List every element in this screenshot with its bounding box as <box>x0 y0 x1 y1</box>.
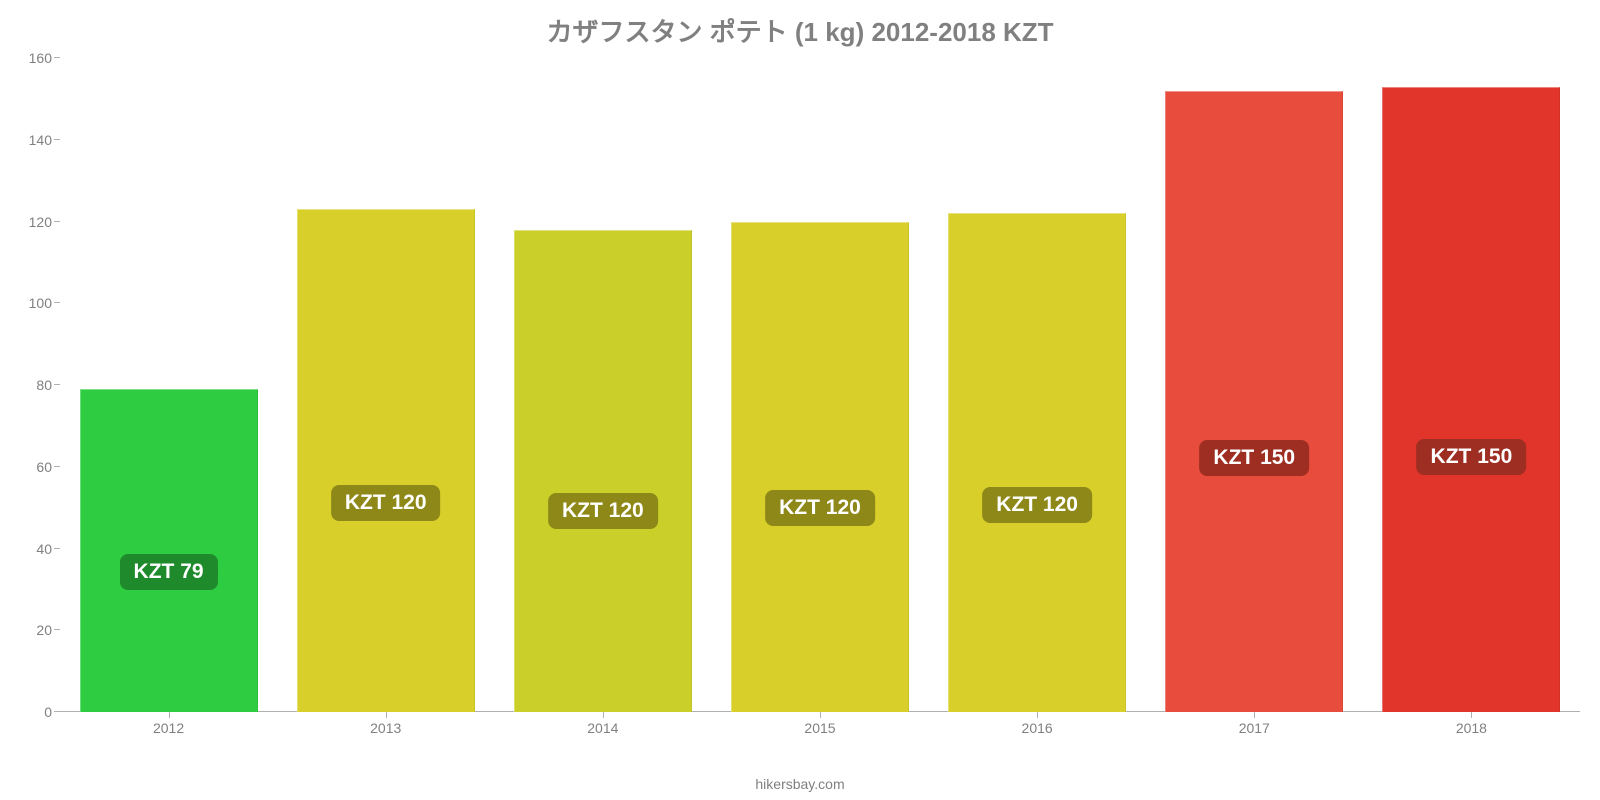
y-axis-label: 60 <box>36 459 52 475</box>
bar-datalabel: KZT 150 <box>1199 440 1309 476</box>
y-axis-label: 140 <box>29 132 52 148</box>
y-axis-label: 120 <box>29 214 52 230</box>
plot-area: 020406080100120140160 KZT 79KZT 120KZT 1… <box>60 58 1580 712</box>
x-axis-tick <box>1471 712 1472 718</box>
x-axis-tick <box>603 712 604 718</box>
bar: KZT 120 <box>948 213 1126 712</box>
x-axis-label: 2016 <box>929 712 1146 740</box>
x-axis-label: 2018 <box>1363 712 1580 740</box>
bar-slot: KZT 120 <box>711 58 928 712</box>
x-axis-tick <box>820 712 821 718</box>
bar: KZT 150 <box>1382 87 1560 712</box>
bar-datalabel: KZT 79 <box>120 554 218 590</box>
x-axis-tick <box>1037 712 1038 718</box>
bar-datalabel: KZT 120 <box>331 485 441 521</box>
x-axis-label: 2014 <box>494 712 711 740</box>
bar-slot: KZT 120 <box>277 58 494 712</box>
bar: KZT 120 <box>297 209 475 712</box>
chart-title: カザフスタン ポテト (1 kg) 2012-2018 KZT <box>0 0 1600 57</box>
x-axis-tick <box>386 712 387 718</box>
x-axis-label: 2013 <box>277 712 494 740</box>
bar-datalabel: KZT 120 <box>765 490 875 526</box>
bar-slot: KZT 120 <box>494 58 711 712</box>
bar-datalabel: KZT 120 <box>982 487 1092 523</box>
source-attribution: hikersbay.com <box>755 776 844 792</box>
bar-slot: KZT 150 <box>1146 58 1363 712</box>
bar-slot: KZT 150 <box>1363 58 1580 712</box>
x-axis-label: 2015 <box>711 712 928 740</box>
x-axis-tick <box>169 712 170 718</box>
y-axis-label: 100 <box>29 295 52 311</box>
chart-area: 020406080100120140160 KZT 79KZT 120KZT 1… <box>60 58 1580 740</box>
x-axis: 2012201320142015201620172018 <box>60 712 1580 740</box>
bar: KZT 120 <box>731 222 909 713</box>
bar-datalabel: KZT 120 <box>548 493 658 529</box>
x-axis-label: 2012 <box>60 712 277 740</box>
x-axis-tick <box>1254 712 1255 718</box>
y-axis-label: 160 <box>29 50 52 66</box>
x-axis-label: 2017 <box>1146 712 1363 740</box>
y-axis-label: 20 <box>36 622 52 638</box>
bar-datalabel: KZT 150 <box>1417 439 1527 475</box>
bar-slot: KZT 120 <box>929 58 1146 712</box>
y-axis-label: 40 <box>36 541 52 557</box>
bars-container: KZT 79 KZT 120 KZT 120 KZT 120 KZT 120 KZT 15… <box>60 58 1580 712</box>
y-axis-label: 0 <box>44 704 52 720</box>
bar-slot: KZT 79 <box>60 58 277 712</box>
y-axis-label: 80 <box>36 377 52 393</box>
bar: KZT 120 <box>514 230 692 712</box>
bar: KZT 79 <box>80 389 258 712</box>
bar: KZT 150 <box>1165 91 1343 712</box>
